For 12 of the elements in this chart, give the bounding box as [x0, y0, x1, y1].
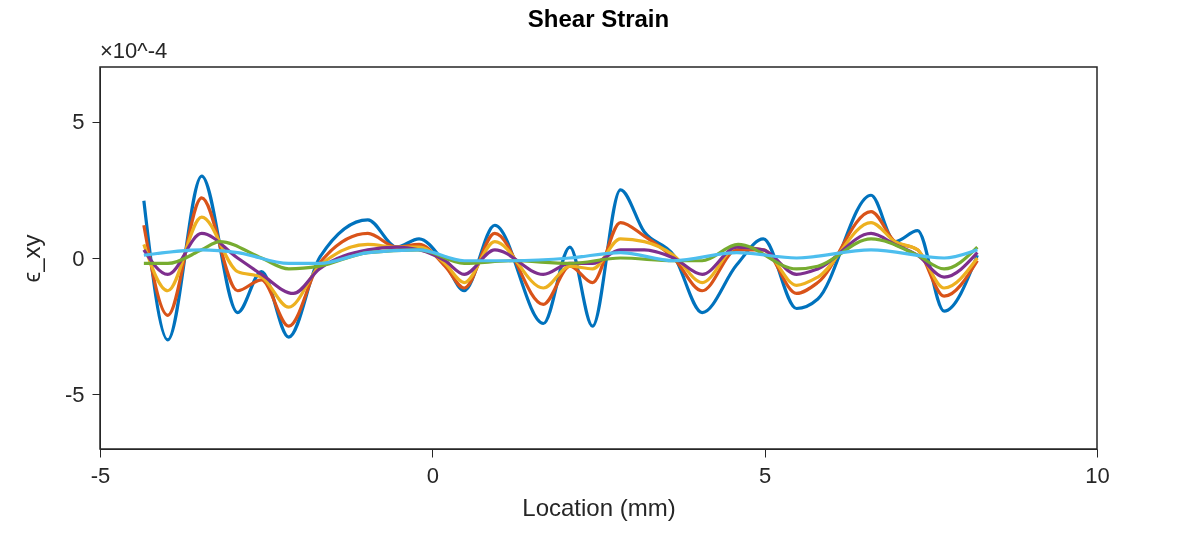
x-tick-label: 0 [426, 462, 439, 488]
x-axis-title: Location (mm) [522, 493, 676, 521]
line-series [142, 248, 979, 266]
text: ×10^-4 [100, 38, 168, 63]
y-tick-label: 5 [72, 109, 85, 135]
x-tick-label: -5 [90, 462, 111, 488]
y-tick-label: -5 [64, 381, 85, 407]
x-tick-label: 5 [759, 462, 772, 488]
y-tick-label: 0 [72, 245, 85, 271]
y-axis-title: ϵ_xy [17, 234, 45, 283]
x-tick-label: 10 [1085, 462, 1110, 488]
chart-title: Shear Strain [527, 5, 670, 32]
